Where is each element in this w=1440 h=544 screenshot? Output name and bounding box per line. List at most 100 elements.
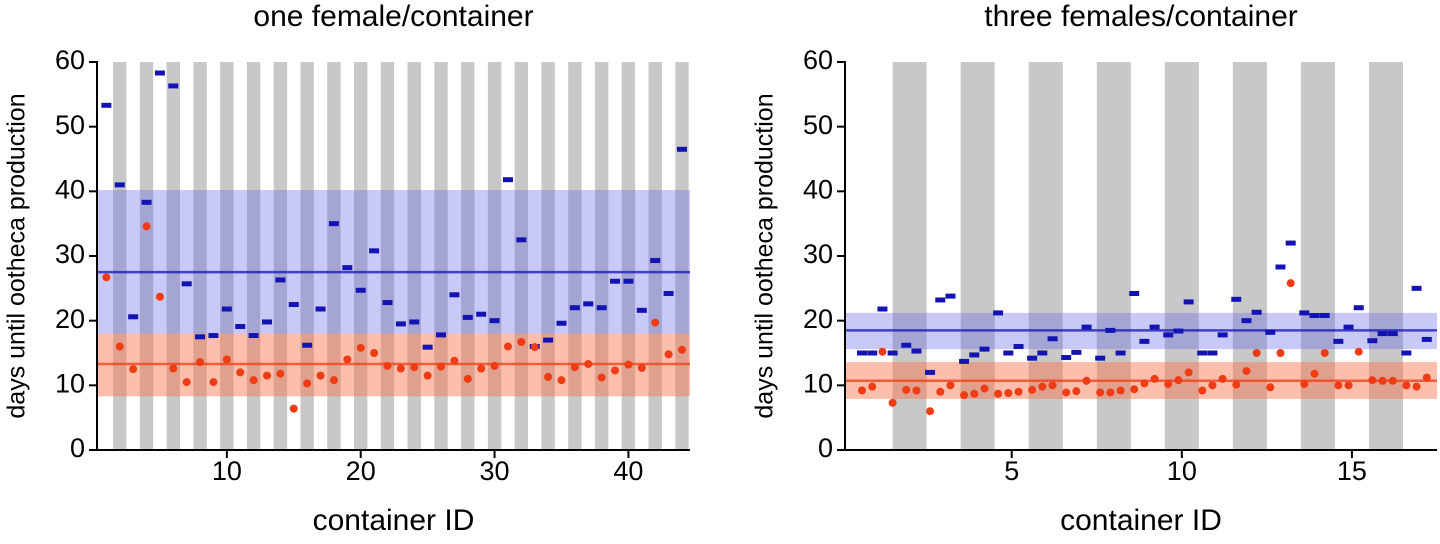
y-tick-label: 20 [55,304,85,334]
stripe [193,62,207,450]
point [516,237,527,243]
y-tick-label: 30 [803,239,833,269]
point [867,350,878,356]
point [288,302,299,307]
x-tick-label: 40 [613,456,643,486]
point [557,376,566,385]
point [1047,336,1058,342]
stripe [220,62,234,450]
point [596,305,607,311]
point [1422,373,1431,382]
point [1218,374,1227,383]
point [960,391,969,400]
point [677,345,686,354]
point [181,281,192,287]
point [355,287,366,293]
point [946,381,955,390]
point [169,364,178,373]
point [1276,349,1285,357]
point [235,323,246,329]
y-tick-label: 30 [55,239,85,269]
point [1208,381,1217,390]
point [1116,386,1125,395]
point [544,372,553,381]
stripe [648,62,662,450]
point [878,347,887,356]
point [623,278,634,284]
point [316,371,325,380]
point [142,222,151,231]
point [489,318,500,324]
point [1072,387,1081,396]
point [1184,368,1193,377]
y-tick-label: 0 [70,433,85,463]
point [858,386,867,395]
point [436,332,447,338]
stripe [960,62,995,450]
point [154,70,165,76]
y-tick-label: 60 [55,45,85,75]
point [569,305,580,311]
point [1139,338,1150,344]
point [289,404,298,413]
stripe [892,62,927,450]
point [1319,312,1330,318]
point [676,146,687,152]
point [329,376,338,385]
stripe [568,62,582,450]
point [969,352,980,358]
point [342,265,353,271]
x-tick-label: 20 [346,456,376,486]
y-tick-label: 10 [55,368,85,398]
point [1129,291,1140,297]
point [936,387,945,396]
point [1081,324,1092,330]
point [857,350,868,356]
point [463,374,472,383]
x-tick-label: 5 [1004,456,1019,486]
point [543,337,554,343]
point [502,177,513,183]
y-tick-label: 60 [803,45,833,75]
point [1265,329,1276,335]
point [422,344,433,350]
point [182,378,191,387]
point [1198,386,1207,395]
stripe [139,62,154,450]
point [195,334,206,340]
point [101,102,112,108]
point [877,306,888,312]
y-tick-label: 50 [55,110,85,140]
point [302,342,313,348]
point [970,389,979,398]
y-tick-label: 40 [55,174,85,204]
point [450,356,459,365]
point [1163,332,1174,338]
point [369,248,380,254]
point [556,320,567,326]
stripe [621,62,636,450]
point [993,310,1004,316]
point [1197,350,1208,356]
stripe [541,62,555,450]
point [328,221,339,227]
stripe [1368,62,1403,450]
point [926,407,935,416]
point [141,199,152,205]
point [1333,338,1344,344]
stripe [461,62,475,450]
point [1164,380,1173,389]
point [1401,350,1412,356]
point [1241,318,1252,324]
point [129,365,138,374]
point [1096,388,1105,397]
point [1014,387,1023,396]
point [1004,389,1013,398]
point [276,369,285,378]
point [1027,355,1038,361]
point [902,385,911,394]
point [663,291,674,297]
point [994,389,1003,398]
point [409,319,420,325]
point [1149,324,1160,330]
